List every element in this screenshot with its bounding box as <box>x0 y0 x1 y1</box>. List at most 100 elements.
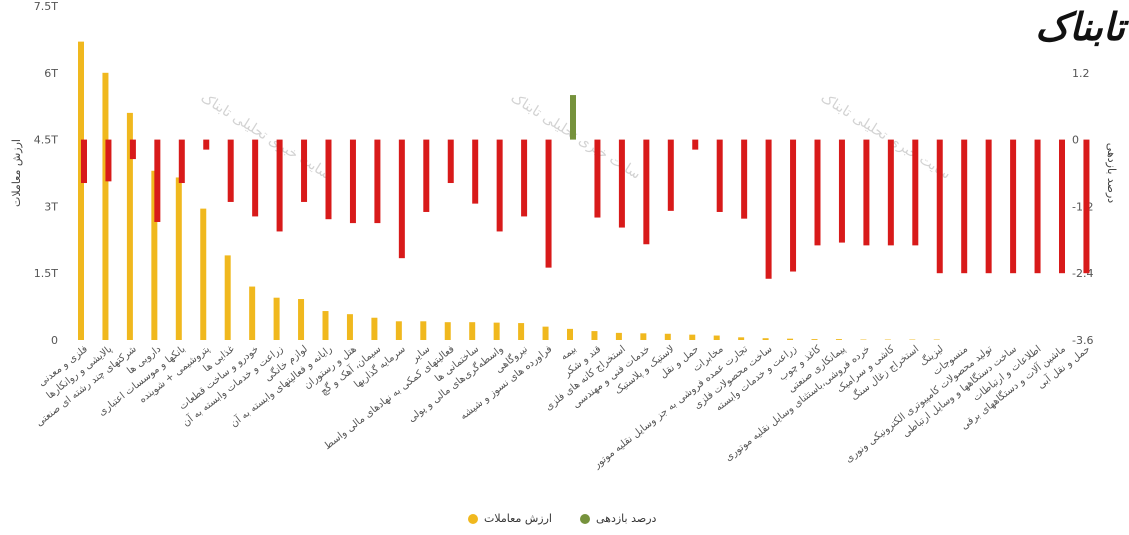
bar-return-percent[interactable] <box>765 139 772 279</box>
bar-return-percent[interactable] <box>178 139 185 184</box>
bar-return-percent[interactable] <box>594 139 601 218</box>
bar-return-percent[interactable] <box>521 139 528 217</box>
bar-trading-value[interactable] <box>78 41 84 340</box>
bar-trading-value[interactable] <box>567 328 573 340</box>
bar-trading-value[interactable] <box>518 323 525 340</box>
bar-return-percent[interactable] <box>692 139 699 150</box>
legend-dot-value <box>468 513 478 524</box>
bar-trading-value[interactable] <box>420 321 427 340</box>
bar-return-percent[interactable] <box>741 139 748 219</box>
bar-trading-value[interactable] <box>469 322 476 340</box>
legend-item-value[interactable]: ارزش معاملات <box>468 512 552 525</box>
bar-trading-value[interactable] <box>151 170 158 340</box>
right-tick-label: -2.4 <box>1072 267 1093 280</box>
bar-return-percent[interactable] <box>887 139 894 246</box>
legend-label-return: درصد بازدهی <box>596 512 657 525</box>
bar-trading-value[interactable] <box>615 332 622 340</box>
bar-return-percent[interactable] <box>1010 139 1017 274</box>
bars-trading-value <box>78 41 940 341</box>
bar-return-percent[interactable] <box>1083 139 1090 274</box>
bar-trading-value[interactable] <box>126 112 133 340</box>
bar-return-percent[interactable] <box>154 139 161 222</box>
bar-return-percent[interactable] <box>936 139 943 274</box>
bar-return-percent[interactable] <box>790 139 797 272</box>
bar-trading-value[interactable] <box>713 335 720 340</box>
bar-trading-value[interactable] <box>640 333 647 340</box>
left-tick-label: 6T <box>44 67 58 80</box>
bar-trading-value[interactable] <box>273 297 280 340</box>
bar-trading-value[interactable] <box>835 339 842 340</box>
bar-trading-value[interactable] <box>493 322 500 340</box>
bar-return-percent[interactable] <box>129 139 136 160</box>
legend-dot-return <box>580 513 590 524</box>
bar-trading-value[interactable] <box>175 177 182 340</box>
bar-trading-value[interactable] <box>542 326 549 340</box>
right-axis-title: درصد بازدهی <box>1105 143 1118 204</box>
bar-return-percent[interactable] <box>447 139 454 184</box>
bar-return-percent[interactable] <box>985 139 992 274</box>
bar-return-percent[interactable] <box>301 139 308 202</box>
legend-item-return[interactable]: درصد بازدهی <box>580 512 656 525</box>
bar-trading-value[interactable] <box>200 208 207 340</box>
bar-trading-value[interactable] <box>249 286 256 340</box>
left-tick-label: 3T <box>44 200 58 213</box>
bar-return-percent[interactable] <box>227 139 234 202</box>
bar-return-percent[interactable] <box>203 139 210 150</box>
bar-return-percent[interactable] <box>912 139 919 246</box>
left-axis-title: ارزش معاملات <box>10 139 23 207</box>
bar-trading-value[interactable] <box>224 255 231 340</box>
right-tick-label: -1.2 <box>1072 200 1093 213</box>
bars-return-percent <box>81 95 1090 279</box>
bar-return-percent[interactable] <box>545 139 552 268</box>
bar-return-percent[interactable] <box>618 139 625 228</box>
bar-return-percent[interactable] <box>472 139 479 204</box>
bar-return-percent[interactable] <box>814 139 821 246</box>
left-tick-label: 7.5T <box>34 0 58 13</box>
bar-return-percent[interactable] <box>1034 139 1041 274</box>
right-tick-label: -3.6 <box>1072 334 1093 347</box>
bar-return-percent[interactable] <box>716 139 723 212</box>
bar-return-percent[interactable] <box>863 139 870 246</box>
bar-return-percent[interactable] <box>423 139 430 212</box>
bar-trading-value[interactable] <box>762 338 769 340</box>
left-tick-label: 4.5T <box>34 134 58 147</box>
bar-return-percent[interactable] <box>667 139 674 211</box>
bar-trading-value[interactable] <box>664 333 671 340</box>
logo-text: تابناک <box>1035 4 1129 49</box>
logo: تابناک <box>1035 0 1129 50</box>
bar-trading-value[interactable] <box>371 317 378 340</box>
bar-return-percent[interactable] <box>276 139 283 232</box>
bar-trading-value[interactable] <box>444 322 451 340</box>
bar-return-percent[interactable] <box>398 139 405 259</box>
bar-return-percent[interactable] <box>1059 139 1065 274</box>
bar-return-percent[interactable] <box>570 95 576 140</box>
bar-trading-value[interactable] <box>787 338 794 340</box>
left-tick-label: 0 <box>51 334 58 347</box>
bar-trading-value[interactable] <box>689 334 696 340</box>
right-tick-label: 0 <box>1072 134 1079 147</box>
bar-return-percent[interactable] <box>81 139 87 184</box>
bar-return-percent[interactable] <box>838 139 845 243</box>
bar-trading-value[interactable] <box>346 314 353 340</box>
right-tick-label: 1.2 <box>1072 67 1090 80</box>
legend-label-value: ارزش معاملات <box>484 512 552 525</box>
bar-trading-value[interactable] <box>591 331 598 340</box>
bar-trading-value[interactable] <box>102 72 109 341</box>
bar-trading-value[interactable] <box>811 339 818 340</box>
bar-trading-value[interactable] <box>395 321 402 340</box>
watermark-text: سایت خبری تحلیلی تابناک <box>818 90 953 183</box>
bar-return-percent[interactable] <box>496 139 503 232</box>
bar-return-percent[interactable] <box>643 139 650 245</box>
bar-return-percent[interactable] <box>252 139 259 217</box>
bar-return-percent[interactable] <box>105 139 112 182</box>
bar-trading-value[interactable] <box>738 337 745 340</box>
bar-return-percent[interactable] <box>961 139 968 274</box>
bar-return-percent[interactable] <box>374 139 381 224</box>
bar-trading-value[interactable] <box>322 311 329 340</box>
bar-return-percent[interactable] <box>325 139 332 220</box>
bar-trading-value[interactable] <box>298 299 305 340</box>
watermark-text: سایت خبری تحلیلی تابناک <box>198 90 333 183</box>
bar-return-percent[interactable] <box>349 139 356 224</box>
